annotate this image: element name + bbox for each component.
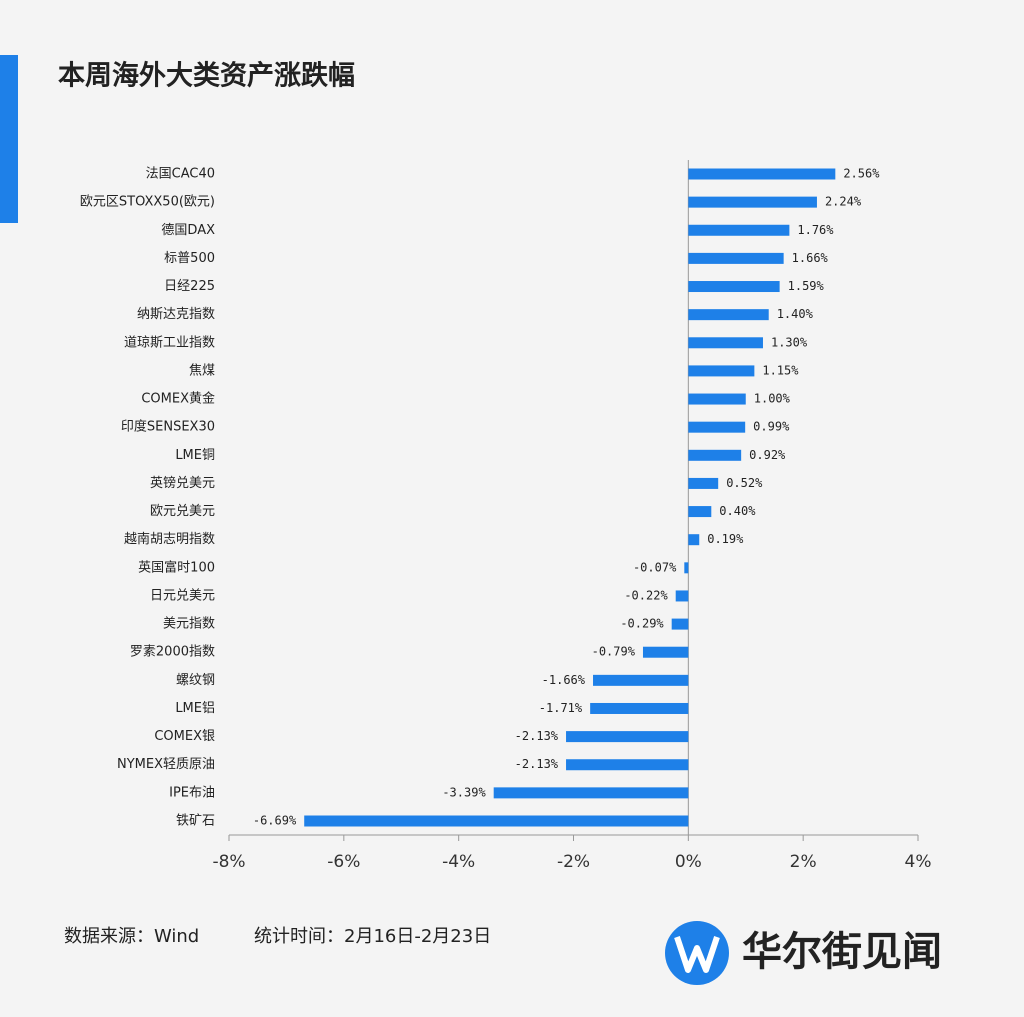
brand: 华尔街见闻 — [742, 929, 942, 975]
y-tick-label: 欧元兑美元 — [150, 504, 215, 519]
y-tick-label: 道琼斯工业指数 — [124, 335, 215, 350]
x-tick-label: -6% — [327, 852, 360, 872]
value-label: -2.13% — [515, 757, 559, 771]
bar — [304, 815, 689, 827]
value-label: 1.59% — [788, 279, 825, 293]
y-tick-label: COMEX黄金 — [141, 391, 215, 407]
bar — [688, 281, 780, 293]
y-tick-label: 焦煤 — [189, 363, 215, 378]
bar — [684, 562, 689, 574]
bar — [688, 506, 712, 518]
value-label: -0.79% — [592, 645, 636, 659]
x-tick-label: -8% — [212, 852, 245, 872]
source: 数据来源：Wind — [64, 926, 199, 947]
value-label: 0.52% — [726, 476, 763, 490]
value-label: -0.29% — [620, 617, 664, 631]
bar — [688, 309, 769, 321]
bar — [688, 393, 746, 405]
value-label: 1.66% — [792, 251, 829, 265]
value-label: 1.00% — [754, 392, 791, 406]
value-label: 0.19% — [707, 532, 744, 546]
value-label: -0.07% — [633, 560, 677, 574]
value-label: 1.40% — [777, 307, 814, 321]
value-label: -0.22% — [624, 588, 668, 602]
y-tick-label: 螺纹钢 — [176, 673, 215, 688]
value-label: 0.99% — [753, 420, 790, 434]
accent-bar — [0, 55, 18, 223]
value-label: 0.40% — [719, 504, 756, 518]
bar — [688, 421, 746, 433]
bar — [593, 674, 689, 686]
y-tick-label: LME铜 — [175, 448, 215, 463]
bar — [566, 759, 689, 771]
bar — [688, 449, 742, 461]
value-label: -6.69% — [253, 814, 297, 828]
bar — [688, 224, 790, 236]
bar — [688, 168, 836, 180]
value-label: 1.30% — [771, 335, 808, 349]
chart-title: 本周海外大类资产涨跌幅 — [58, 61, 355, 92]
logo-mark — [674, 936, 720, 973]
period: 统计时间：2月16日-2月23日 — [254, 926, 491, 947]
y-tick-label: 欧元区STOXX50(欧元) — [80, 195, 215, 210]
y-tick-label: COMEX银 — [154, 729, 215, 744]
y-tick-label: NYMEX轻质原油 — [117, 757, 215, 772]
y-tick-label: 越南胡志明指数 — [124, 531, 215, 547]
y-tick-label: 德国DAX — [161, 223, 215, 238]
bar — [688, 534, 700, 546]
y-tick-label: LME铝 — [175, 701, 215, 716]
y-tick-label: 美元指数 — [163, 617, 215, 632]
x-tick-label: 4% — [905, 852, 932, 872]
bar — [493, 787, 689, 799]
bar — [688, 365, 755, 377]
y-tick-label: 标普500 — [164, 251, 215, 266]
bar — [688, 337, 763, 349]
value-label: -3.39% — [442, 785, 486, 799]
bar — [688, 477, 719, 489]
y-tick-label: 罗素2000指数 — [130, 645, 215, 660]
y-tick-label: 法国CAC40 — [146, 167, 215, 182]
bar — [590, 702, 689, 714]
y-tick-label: 印度SENSEX30 — [121, 419, 215, 435]
bar — [688, 196, 817, 208]
bar — [566, 731, 689, 743]
x-tick-label: -2% — [557, 852, 590, 872]
value-label: 2.56% — [843, 167, 880, 181]
value-label: -1.71% — [539, 701, 583, 715]
value-label: 1.15% — [762, 363, 799, 377]
y-tick-label: 日经225 — [164, 279, 215, 294]
x-tick-label: -4% — [442, 852, 475, 872]
y-tick-label: 英国富时100 — [138, 559, 215, 575]
value-label: 2.24% — [825, 195, 862, 209]
x-tick-label: 0% — [675, 852, 702, 872]
y-tick-label: 铁矿石 — [176, 814, 215, 829]
value-label: 0.92% — [749, 448, 786, 462]
y-tick-label: 纳斯达克指数 — [137, 307, 215, 322]
value-label: -2.13% — [515, 729, 559, 743]
value-label: 1.76% — [797, 223, 834, 237]
y-tick-label: 英镑兑美元 — [150, 475, 215, 491]
value-label: -1.66% — [542, 673, 586, 687]
bar — [642, 646, 689, 658]
bar — [688, 252, 784, 264]
y-tick-label: IPE布油 — [169, 785, 215, 800]
x-tick-label: 2% — [790, 852, 817, 872]
bar — [671, 618, 689, 630]
bar — [675, 590, 689, 602]
logo: 华尔街见闻 — [665, 921, 942, 985]
y-tick-label: 日元兑美元 — [150, 588, 215, 603]
